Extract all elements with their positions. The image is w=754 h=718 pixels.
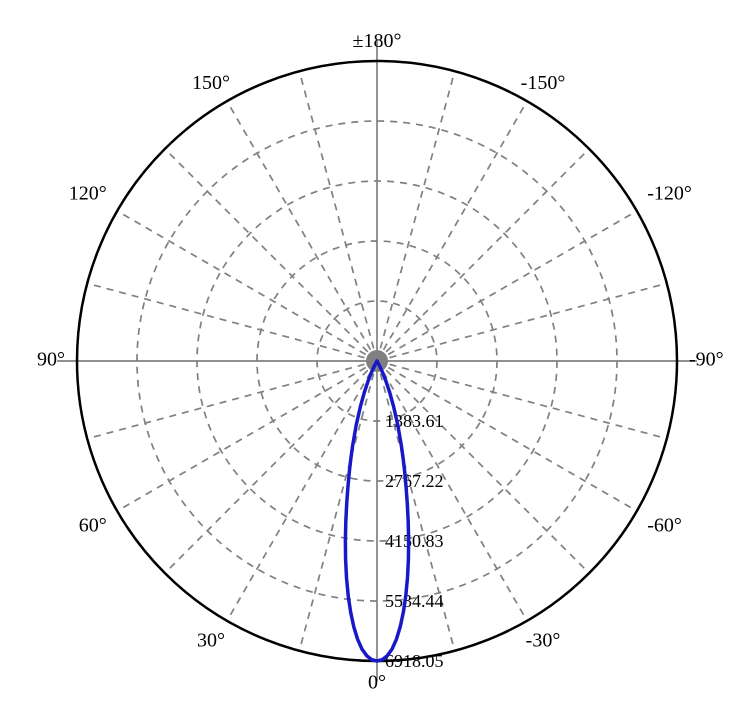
angle-label: ±180°	[353, 30, 402, 52]
angle-label: -60°	[647, 515, 682, 537]
angle-label: 30°	[197, 630, 225, 652]
radial-label: 2767.22	[385, 471, 444, 491]
angle-label: 90°	[37, 349, 65, 371]
angle-label: 0°	[368, 672, 386, 694]
angle-label: -150°	[521, 72, 566, 94]
radial-label: 6918.05	[385, 651, 444, 671]
angle-label: 120°	[69, 183, 107, 205]
angle-label: 60°	[79, 515, 107, 537]
angle-label: 150°	[192, 72, 230, 94]
radial-label: 4150.83	[385, 531, 444, 551]
angle-label: -120°	[647, 183, 692, 205]
radial-label: 5534.44	[385, 591, 444, 611]
angle-label: -30°	[526, 630, 561, 652]
polar-chart: -150° -120° -90° -60° -30° 0° 30° 60° 90° 120° 150…	[0, 0, 754, 718]
angle-label: -90°	[689, 349, 724, 371]
